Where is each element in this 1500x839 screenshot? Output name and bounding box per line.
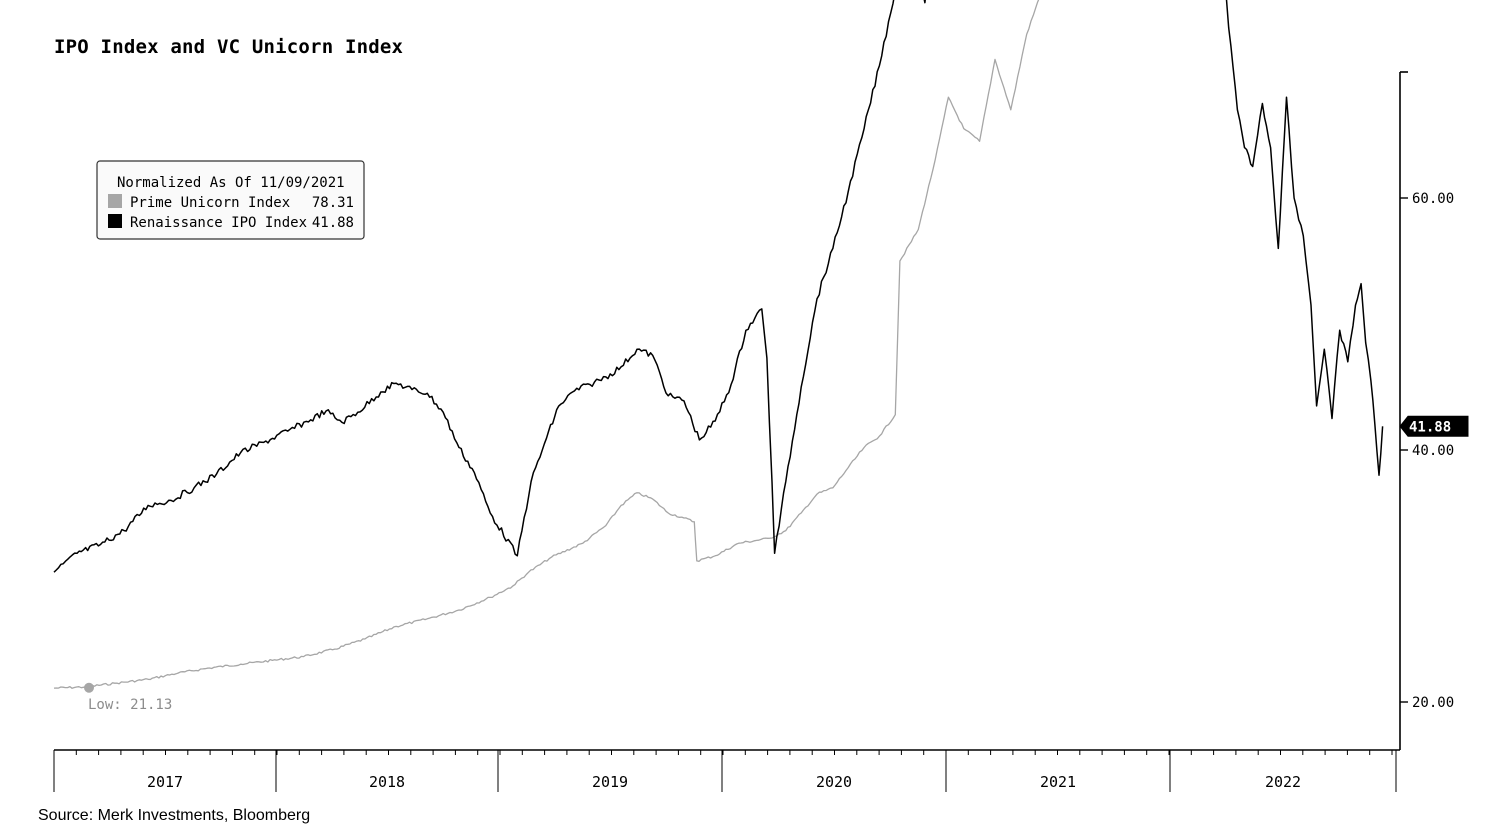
legend: Normalized As Of 11/09/2021 Prime Unicorn… — [96, 160, 365, 240]
legend-header: Normalized As Of 11/09/2021 — [117, 175, 345, 191]
legend-swatch — [108, 194, 122, 208]
source-note: Source: Merk Investments, Bloomberg — [38, 807, 311, 824]
series-line-renaissance-ipo — [53, 0, 1384, 573]
legend-swatch — [108, 214, 122, 228]
y-tick-label: 40.00 — [1412, 443, 1454, 459]
series-layer — [53, 0, 1384, 689]
low-marker — [84, 682, 94, 693]
x-tick-label: 2017 — [147, 773, 183, 791]
legend-entry-value: 78.31 — [312, 195, 354, 211]
series-line-prime-unicorn — [53, 0, 1040, 689]
x-tick-label: 2019 — [592, 773, 628, 791]
x-tick-label: 2020 — [816, 773, 852, 791]
low-label: Low: 21.13 — [88, 697, 172, 713]
legend-box — [96, 160, 365, 240]
last-value-ipo: 41.88 — [1409, 419, 1451, 435]
legend-entry-name: Renaissance IPO Index — [130, 215, 307, 231]
y-tick-label: 60.00 — [1412, 191, 1454, 207]
chart-title: IPO Index and VC Unicorn Index — [54, 36, 404, 58]
annotations-layer: Low: 21.13H: 100.0078.3141.88 — [84, 415, 1469, 713]
legend-entry-name: Prime Unicorn Index — [130, 195, 290, 211]
last-value-tag-ipo — [1399, 415, 1469, 437]
x-tick-label: 2022 — [1265, 773, 1301, 791]
x-tick-label: 2018 — [369, 773, 405, 791]
chart-axes: 100.0080.0060.0040.0020.0020172018201920… — [53, 71, 1454, 792]
x-tick-label: 2021 — [1040, 773, 1076, 791]
y-tick-label: 20.00 — [1412, 695, 1454, 711]
legend-entry-value: 41.88 — [312, 215, 354, 231]
